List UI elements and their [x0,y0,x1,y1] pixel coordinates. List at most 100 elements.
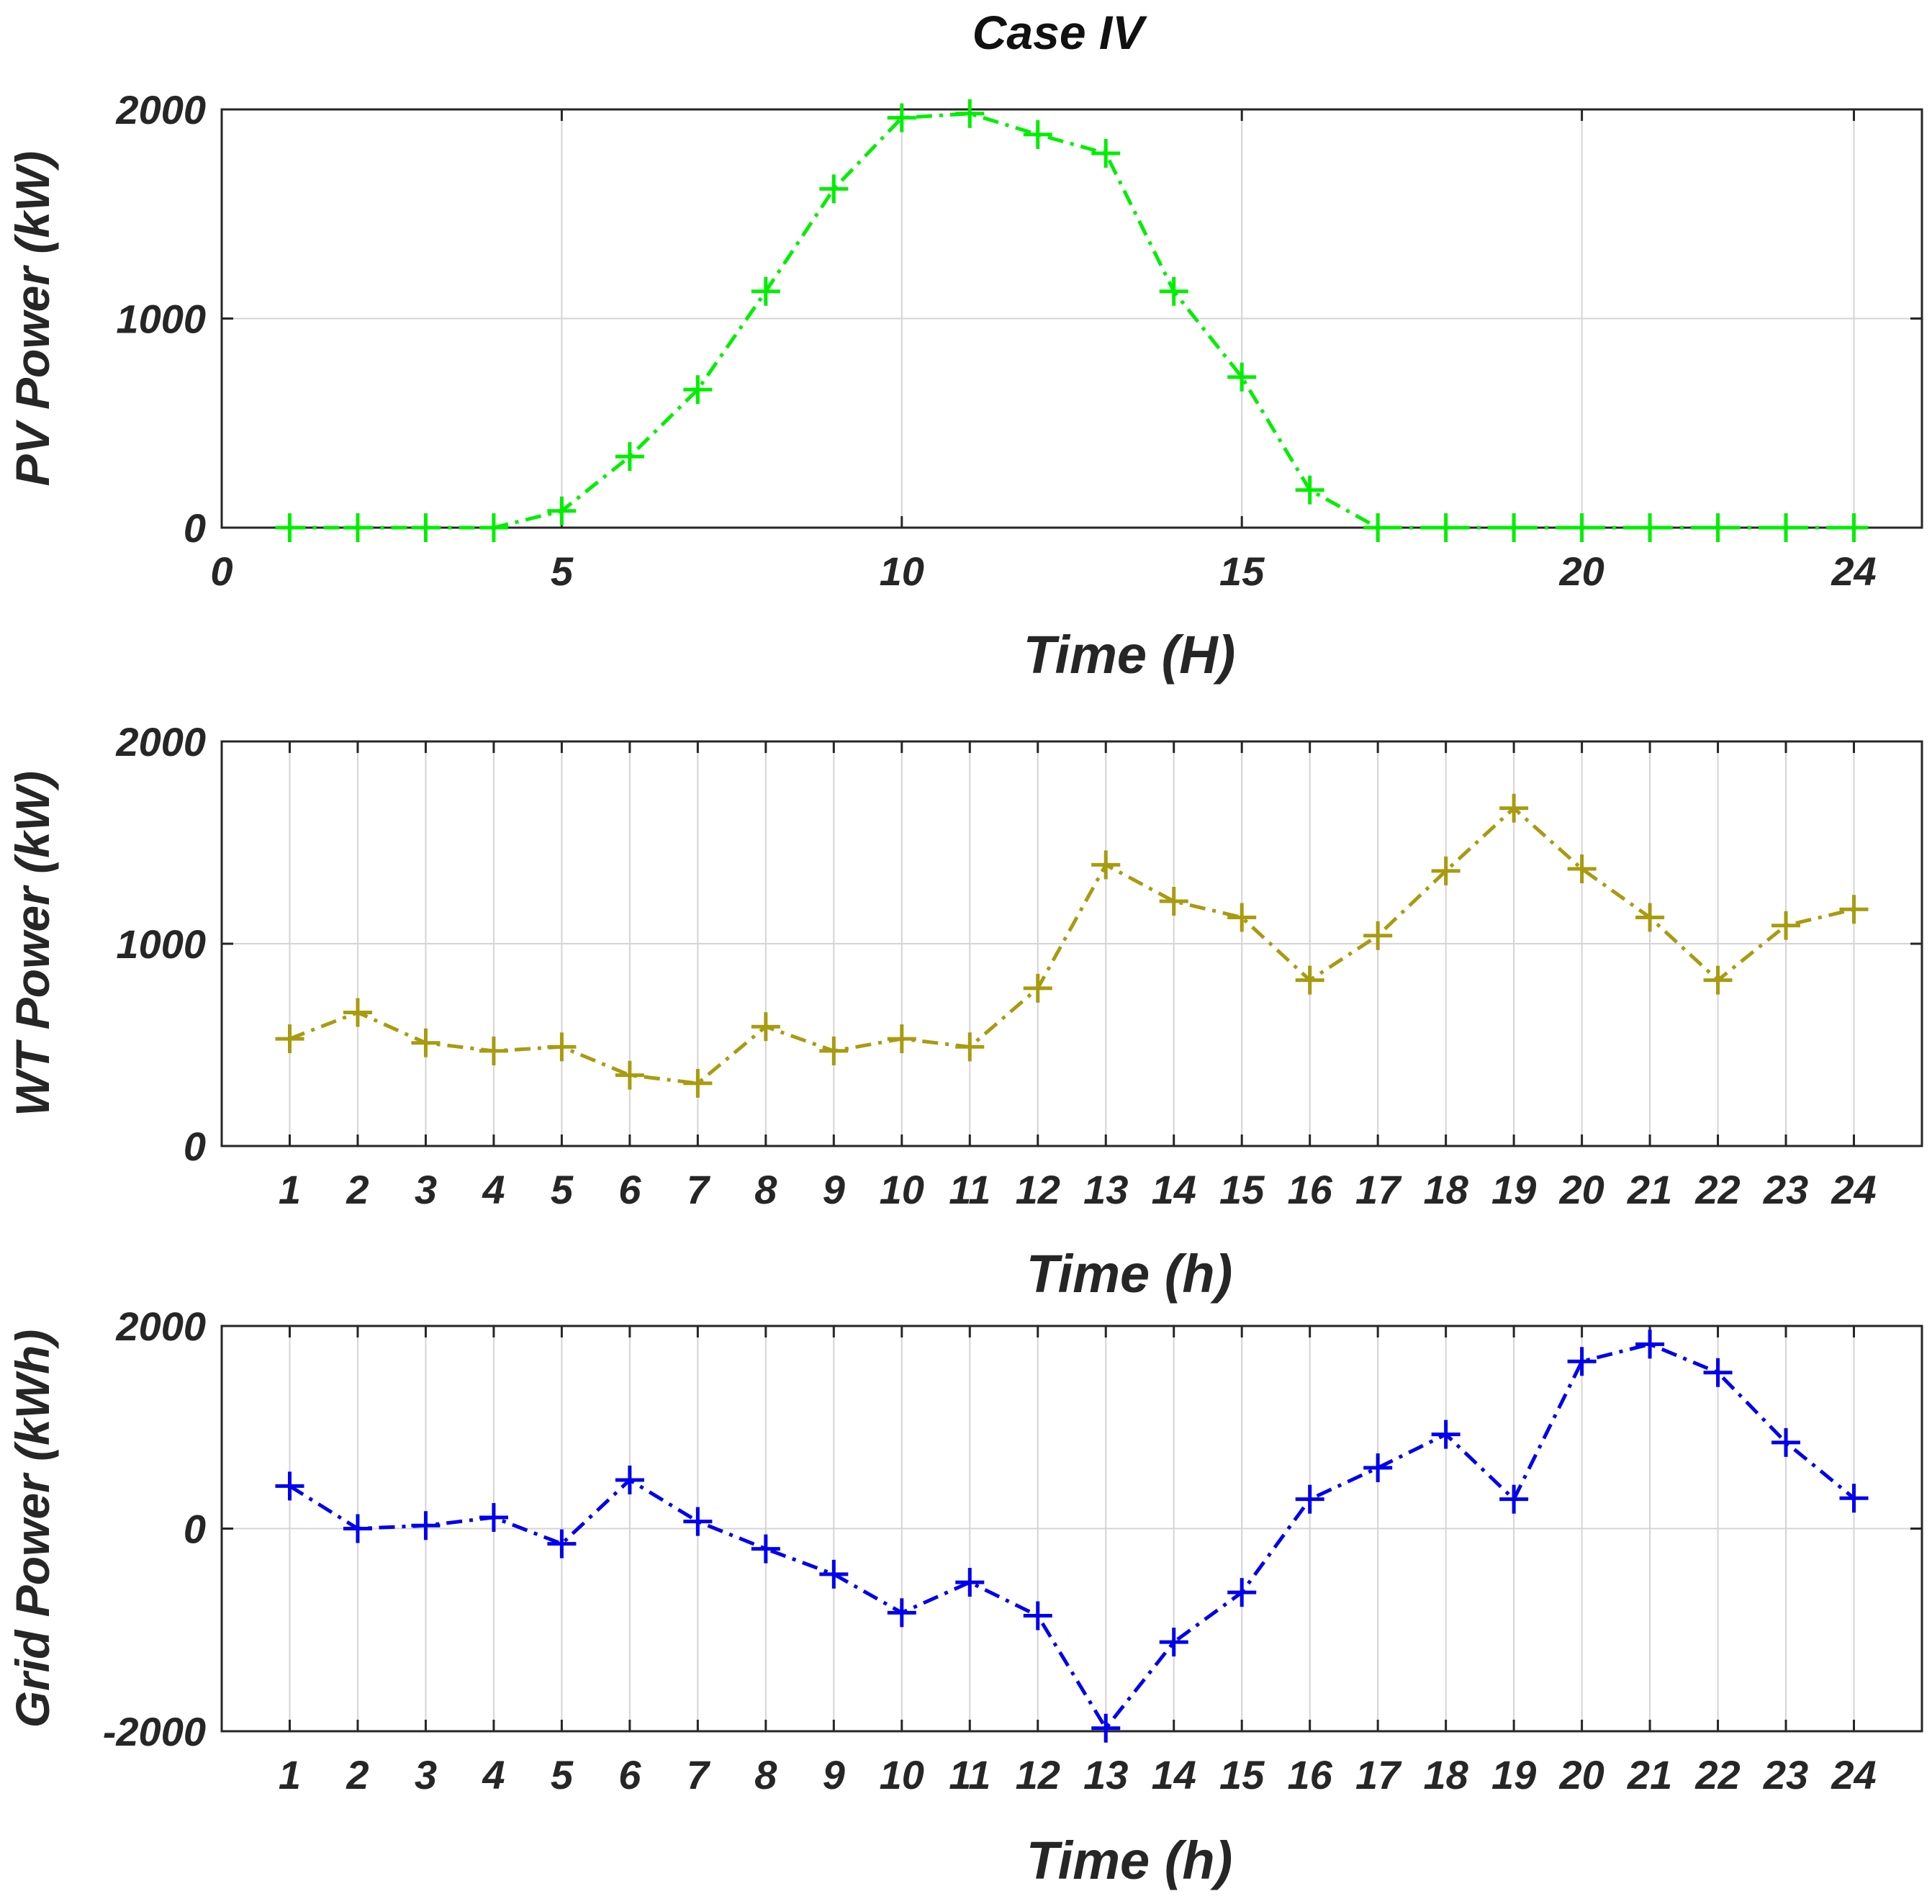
data-point [1091,139,1121,168]
data-point [1499,513,1529,542]
data-point [1431,1420,1461,1449]
x-tick-label: 23 [1763,1167,1808,1212]
data-point [1839,895,1869,924]
x-tick-label: 15 [1219,549,1265,594]
x-tick-label: 19 [1491,1752,1536,1797]
x-tick-label: 16 [1288,1167,1333,1212]
data-point [343,513,372,542]
data-point [1363,513,1393,542]
data-point [1499,1484,1529,1514]
data-point [819,1036,849,1065]
data-point [343,1514,372,1543]
x-tick-label: 13 [1083,1167,1128,1212]
data-point [479,1036,508,1065]
x-tick-label: 14 [1152,1167,1196,1212]
data-point [1023,119,1052,149]
x-tick-label: 10 [880,1167,924,1212]
data-point [683,1068,713,1098]
data-point [275,1471,304,1501]
x-tick-label: 6 [618,1167,641,1212]
x-tick-label: 24 [1831,549,1876,594]
x-tick-label: 8 [754,1752,777,1797]
x-tick-label: 23 [1763,1752,1808,1797]
chart-panel-3: 1 2 3 4 5 6 7 8 9 10 11 12 13 14 15 16 17 18 19 20 21 22 23 24-… [6,1304,1923,1890]
y-tick-label: 0 [184,1124,206,1169]
data-point [1295,1484,1324,1514]
y-tick-label: 0 [184,505,206,551]
data-point [1635,513,1665,542]
data-point [819,1559,849,1589]
data-point [1771,513,1801,542]
data-point [751,276,780,306]
data-point [819,174,849,204]
x-tick-label: 10 [880,1752,924,1797]
data-point [1023,1601,1052,1630]
data-point [683,1507,713,1536]
data-point [1227,903,1257,932]
data-point [1159,276,1188,306]
x-tick-label: 6 [618,1752,641,1797]
data-point [1227,1578,1257,1607]
data-point [275,513,304,542]
data-point [1839,513,1869,542]
data-point [1023,973,1052,1003]
x-tick-label: 11 [949,1167,990,1212]
data-point [547,1529,577,1558]
x-tick-label: 15 [1219,1167,1265,1212]
data-point [1159,1628,1188,1657]
x-axis-label: Time (h) [1026,1831,1232,1890]
data-point [1567,513,1597,542]
series-line-1 [289,806,1855,1086]
data-point [411,1028,441,1057]
y-tick-label: 2000 [115,87,206,132]
data-point [887,1598,916,1628]
data-point [479,1503,508,1533]
data-point [1091,850,1121,880]
x-tick-label: 2 [346,1167,369,1212]
x-tick-label: 3 [415,1167,437,1212]
x-tick-label: 17 [1355,1752,1402,1797]
data-point [887,1024,916,1054]
data-point [615,1060,644,1090]
y-tick-label: 2000 [115,1304,206,1349]
x-tick-label: 18 [1423,1752,1468,1797]
data-point [1839,1484,1869,1513]
data-point [1703,1358,1733,1387]
data-point [1431,513,1461,542]
chart-panel-2: 1 2 3 4 5 6 7 8 9 10 11 12 13 14 15 16 17 18 19 20 21 22 23 240… [6,719,1923,1304]
data-point [1159,886,1188,916]
x-tick-label: 16 [1288,1752,1333,1797]
data-point [751,1012,780,1042]
y-axis-label: Grid Power (kWh) [6,1330,59,1728]
data-point [1295,475,1324,505]
data-point [1567,854,1597,884]
x-tick-label: 21 [1627,1752,1672,1797]
x-tick-label: 7 [687,1752,711,1797]
data-point [343,998,372,1027]
data-point [1703,513,1733,542]
data-point [887,103,916,132]
x-tick-label: 10 [880,549,924,594]
x-tick-label: 3 [415,1752,437,1797]
data-point [1635,1330,1665,1359]
data-point [1227,362,1257,392]
data-point [1703,965,1733,995]
y-tick-label: -2000 [103,1709,206,1754]
x-tick-label: 20 [1558,1752,1604,1797]
x-tick-label: 4 [482,1167,505,1212]
x-tick-label: 9 [823,1167,845,1212]
data-point [683,375,713,405]
data-point [1363,921,1393,950]
data-point [547,496,577,525]
x-tick-label: 11 [949,1752,990,1797]
data-point [275,1024,304,1054]
data-point [1499,793,1529,823]
data-point [615,1465,644,1494]
data-point [411,1511,441,1540]
data-point [955,1032,985,1062]
x-tick-label: 24 [1831,1752,1876,1797]
series-line-1 [289,112,1854,530]
data-point [479,513,508,542]
data-point [615,442,644,472]
